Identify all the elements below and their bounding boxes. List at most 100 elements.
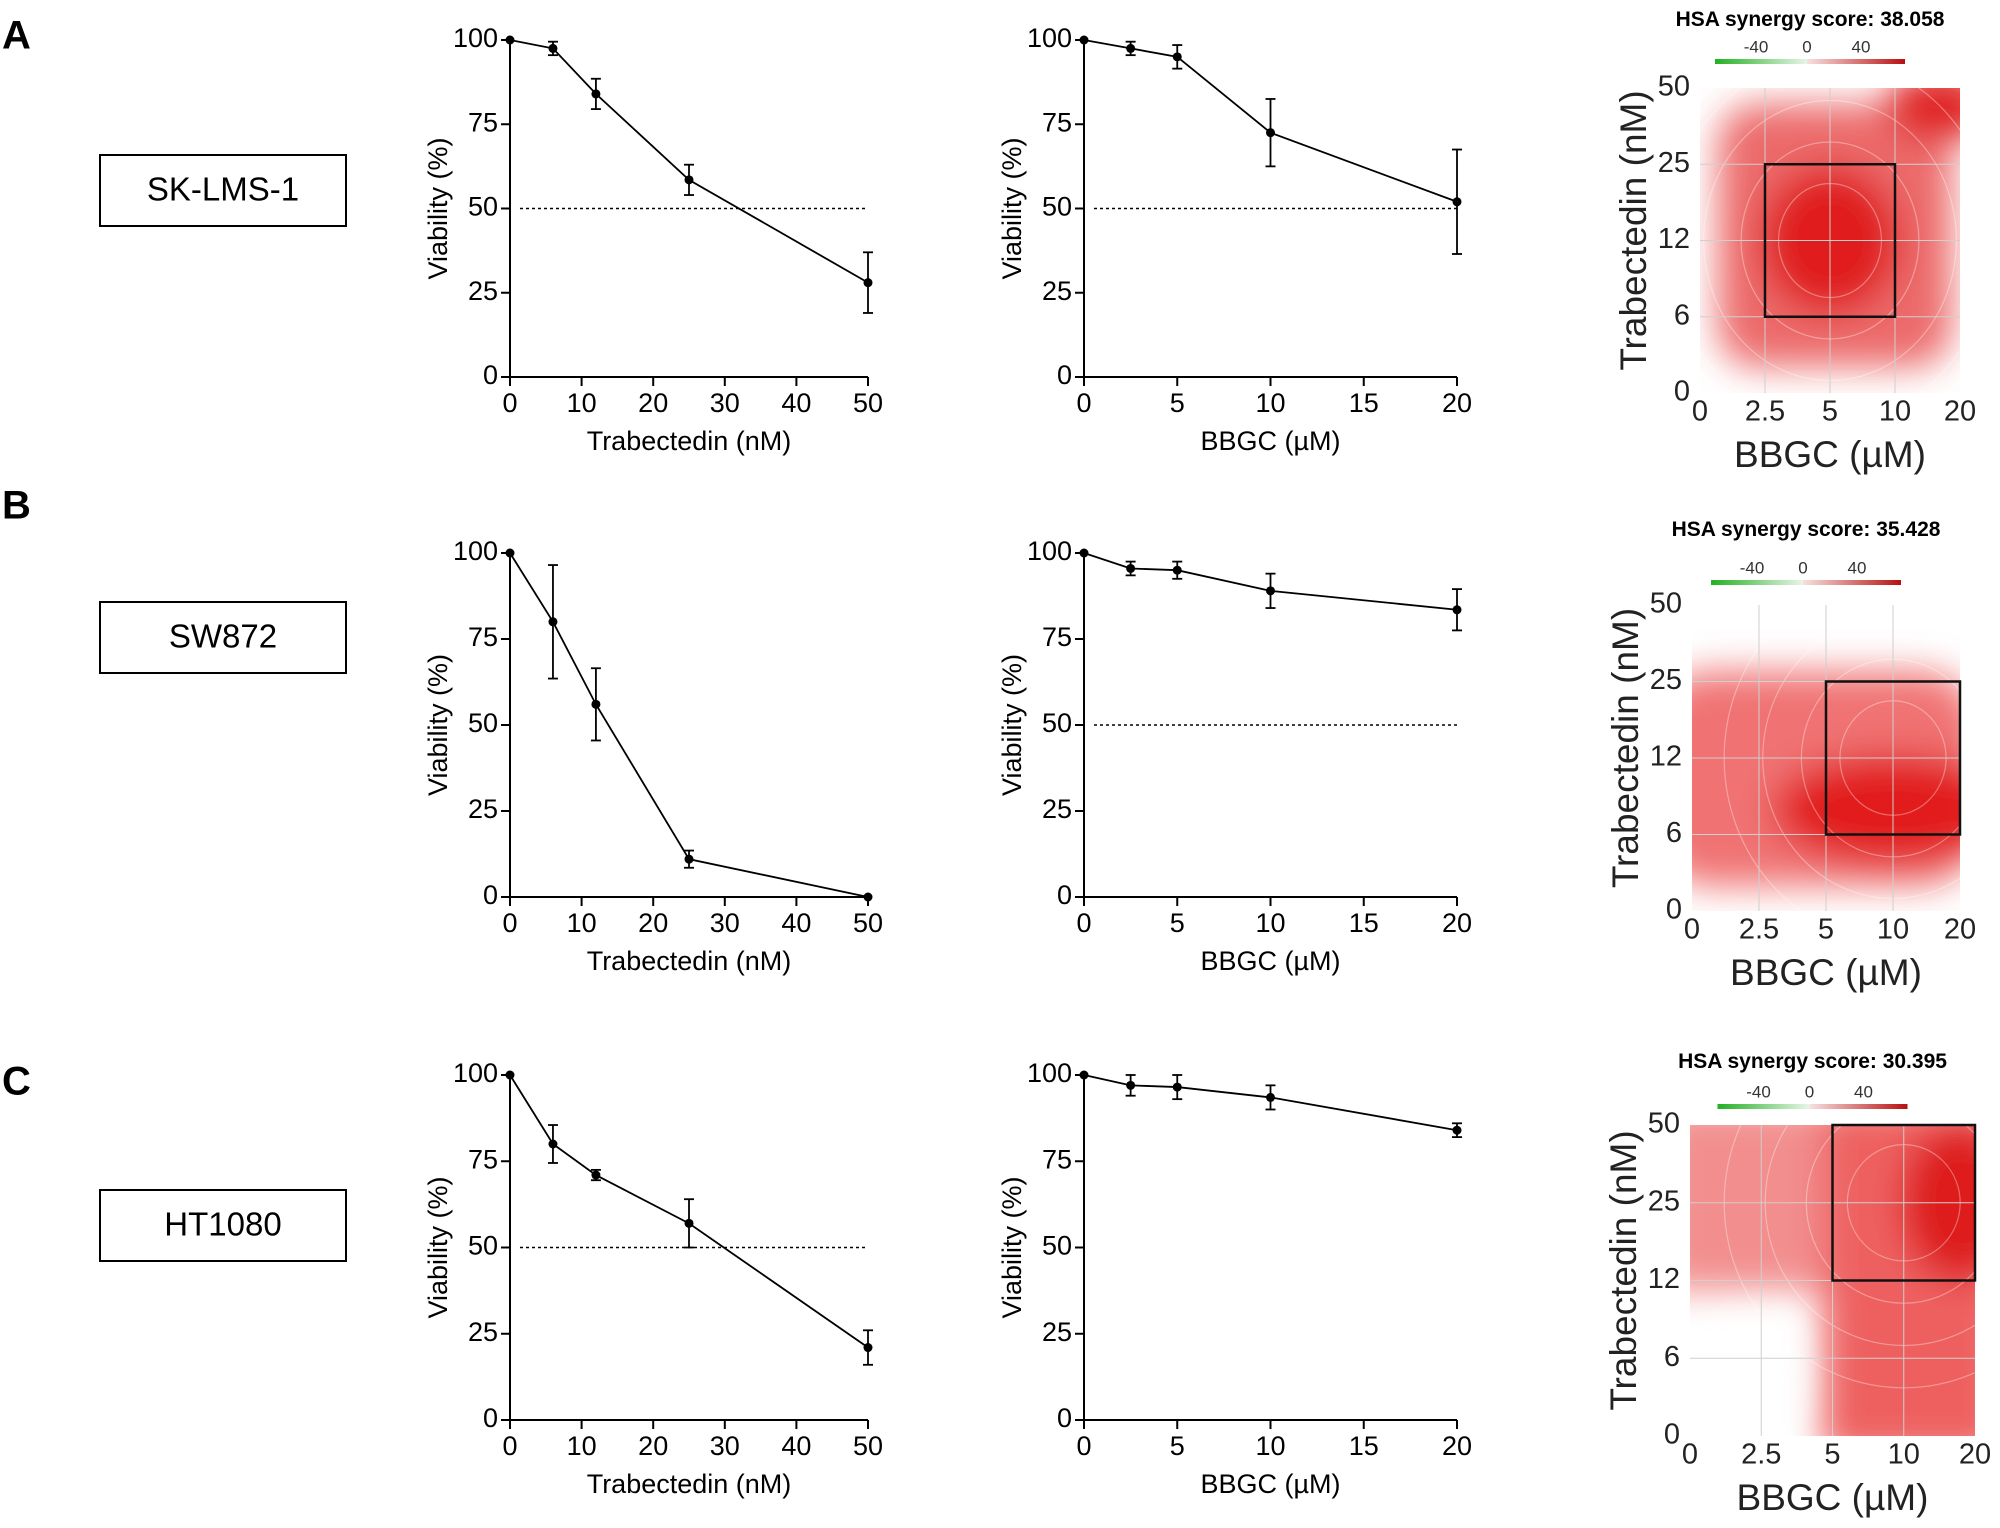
y-tick-label: 100 bbox=[453, 23, 498, 53]
y-tick-label: 50 bbox=[468, 192, 498, 222]
x-tick-label: 10 bbox=[1255, 908, 1285, 938]
y-tick-label: 75 bbox=[468, 1144, 498, 1174]
colorbar-tick-label: 0 bbox=[1798, 558, 1807, 577]
data-point bbox=[684, 1218, 694, 1228]
x-tick-label: 50 bbox=[853, 388, 883, 418]
x-axis-label: BBGC (µM) bbox=[1200, 426, 1340, 456]
y-tick-label: 0 bbox=[1057, 360, 1072, 390]
y-axis-label: Viability (%) bbox=[997, 654, 1027, 796]
series-line bbox=[509, 552, 869, 898]
synergy-heatmap: HSA synergy score: 30.395 -40 0 40 0 2.5 5 10 20… bbox=[1603, 1050, 1991, 1518]
heatmap-x-tick-label: 10 bbox=[1888, 1439, 1920, 1471]
x-tick-label: 10 bbox=[567, 908, 597, 938]
y-tick-label: 25 bbox=[1042, 794, 1072, 824]
x-tick-label: 20 bbox=[638, 1431, 668, 1461]
x-axis-label: Trabectedin (nM) bbox=[587, 426, 792, 456]
synergy-score-value: 30.395 bbox=[1883, 1050, 1948, 1073]
data-point bbox=[863, 1343, 873, 1353]
heatmap-y-tick-label: 25 bbox=[1658, 147, 1690, 179]
synergy-score-label: HSA synergy score: bbox=[1678, 1050, 1883, 1073]
y-tick-label: 100 bbox=[453, 536, 498, 566]
colorbar-tick-label: -40 bbox=[1744, 37, 1769, 56]
data-point bbox=[591, 89, 601, 99]
data-point bbox=[548, 43, 558, 53]
y-axis-label: Viability (%) bbox=[423, 654, 453, 796]
y-axis-label: Viability (%) bbox=[997, 137, 1027, 279]
heatmap-y-tick-label: 12 bbox=[1648, 1263, 1680, 1295]
cell-line-box bbox=[99, 1189, 347, 1262]
heatmap-x-tick-label: 0 bbox=[1682, 1439, 1698, 1471]
y-tick-label: 25 bbox=[468, 1317, 498, 1347]
heatmap-x-axis-label: BBGC (µM) bbox=[1737, 1477, 1929, 1518]
y-tick-label: 25 bbox=[468, 794, 498, 824]
series-line bbox=[509, 39, 869, 284]
max-synergy-box bbox=[1831, 1123, 1977, 1282]
cell-line-label: HT1080 bbox=[164, 1206, 281, 1243]
panel-label: B bbox=[2, 484, 31, 528]
x-tick-label: 20 bbox=[1442, 908, 1472, 938]
data-point bbox=[1172, 1082, 1182, 1092]
y-tick-label: 50 bbox=[468, 708, 498, 738]
y-tick-label: 75 bbox=[468, 622, 498, 652]
data-point bbox=[548, 1139, 558, 1149]
heat-notch bbox=[1721, 1313, 1792, 1434]
x-tick-label: 40 bbox=[781, 388, 811, 418]
heatmap-x-tick-label: 5 bbox=[1822, 396, 1838, 428]
y-tick-label: 100 bbox=[1027, 1058, 1072, 1088]
colorbar-tick-label: 0 bbox=[1802, 37, 1811, 56]
x-axis-label: BBGC (µM) bbox=[1200, 1469, 1340, 1499]
synergy-score-value: 38.058 bbox=[1880, 8, 1945, 31]
y-tick-label: 50 bbox=[468, 1231, 498, 1261]
x-tick-label: 40 bbox=[781, 1431, 811, 1461]
y-tick-label: 25 bbox=[1042, 276, 1072, 306]
data-point bbox=[1452, 1125, 1462, 1135]
heatmap-x-tick-label: 20 bbox=[1959, 1439, 1991, 1471]
x-tick-label: 15 bbox=[1349, 908, 1379, 938]
data-point bbox=[684, 175, 694, 185]
data-point bbox=[684, 854, 694, 864]
data-point bbox=[1172, 52, 1182, 62]
heatmap-y-tick-label: 50 bbox=[1648, 1108, 1680, 1140]
heatmap-y-tick-label: 6 bbox=[1674, 299, 1690, 331]
data-point bbox=[1126, 563, 1136, 573]
line-chart-bbgc: 0 25 50 75 100 0 5 10 15 20 BBGC (µM) Viability (%) bbox=[997, 1058, 1472, 1499]
y-tick-label: 50 bbox=[1042, 192, 1072, 222]
x-tick-label: 50 bbox=[853, 1431, 883, 1461]
colorbar-positive bbox=[1809, 1104, 1908, 1109]
cell-line-label: SK-LMS-1 bbox=[147, 171, 299, 208]
data-point bbox=[505, 548, 515, 558]
heatmap-surface bbox=[1700, 88, 1960, 393]
data-point bbox=[1172, 565, 1182, 575]
y-tick-label: 100 bbox=[453, 1058, 498, 1088]
x-tick-label: 40 bbox=[781, 908, 811, 938]
data-point bbox=[591, 1170, 601, 1180]
data-point bbox=[1126, 1080, 1136, 1090]
y-tick-label: 25 bbox=[1042, 1317, 1072, 1347]
line-chart-bbgc: 0 25 50 75 100 0 5 10 15 20 BBGC (µM) Viability (%) bbox=[997, 23, 1472, 456]
line-chart-bbgc: 0 25 50 75 100 0 5 10 15 20 BBGC (µM) Viability (%) bbox=[997, 536, 1472, 976]
x-axis-label: BBGC (µM) bbox=[1200, 946, 1340, 976]
data-point bbox=[1079, 35, 1089, 45]
heatmap-y-tick-label: 12 bbox=[1658, 223, 1690, 255]
data-point bbox=[505, 35, 515, 45]
colorbar-positive bbox=[1807, 59, 1905, 64]
cell-line-box bbox=[99, 154, 347, 227]
colorbar-tick-label: 40 bbox=[1852, 37, 1871, 56]
data-point bbox=[1266, 1092, 1275, 1102]
y-tick-label: 100 bbox=[1027, 23, 1072, 53]
y-tick-label: 0 bbox=[483, 880, 498, 910]
x-tick-label: 20 bbox=[638, 388, 668, 418]
colorbar-positive bbox=[1803, 580, 1901, 585]
x-tick-label: 30 bbox=[710, 1431, 740, 1461]
x-tick-label: 20 bbox=[1442, 388, 1472, 418]
x-tick-label: 20 bbox=[1442, 1431, 1472, 1461]
heat-peak bbox=[1773, 754, 1960, 865]
line-chart-trabectedin: 0 25 50 75 100 0 10 20 30 40 50 Trabectedin (nM) Via… bbox=[423, 536, 883, 976]
heatmap-x-tick-label: 10 bbox=[1879, 396, 1911, 428]
synergy-score-title: HSA synergy score: 30.395 bbox=[1678, 1050, 1947, 1073]
data-point bbox=[1266, 128, 1275, 138]
y-tick-label: 75 bbox=[1042, 107, 1072, 137]
heatmap-y-tick-label: 25 bbox=[1648, 1185, 1680, 1217]
